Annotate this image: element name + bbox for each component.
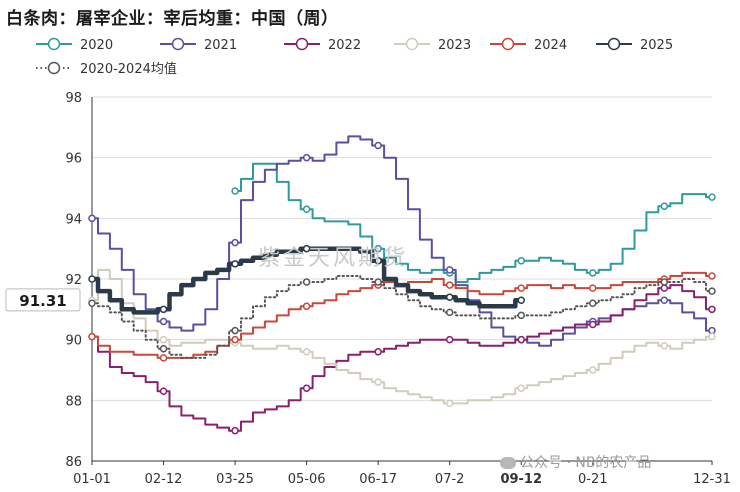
footer-watermark: 公众号 · NB的农产品 bbox=[500, 452, 651, 472]
x-tick-label: 09-12 bbox=[500, 472, 542, 487]
series-marker-2024 bbox=[589, 284, 597, 292]
series-marker-2022 bbox=[589, 320, 597, 329]
series-marker-2024 bbox=[88, 332, 96, 341]
series-marker-2023 bbox=[708, 332, 716, 341]
series-marker-2021 bbox=[231, 238, 239, 247]
series-marker-2020 bbox=[589, 269, 597, 277]
watermark-text: 紫金天风期货 bbox=[258, 246, 409, 271]
legend-marker-2020 bbox=[47, 37, 61, 51]
series-marker-2024 bbox=[445, 281, 454, 289]
legend-marker-2021 bbox=[171, 37, 185, 51]
y-tick-label: 90 bbox=[65, 334, 82, 349]
series-marker-2023 bbox=[517, 384, 525, 392]
x-tick-label: 03-25 bbox=[216, 472, 254, 487]
series-marker-2020-2024均值 bbox=[589, 299, 597, 308]
series-marker-2022 bbox=[445, 335, 454, 344]
y-tick-label: 92 bbox=[65, 273, 82, 288]
legend-marker-2022 bbox=[295, 37, 309, 51]
series-marker-2020-2024均值 bbox=[374, 278, 382, 286]
y-tick-label: 94 bbox=[65, 212, 82, 227]
series-marker-2022 bbox=[302, 384, 311, 392]
legend-label-2020: 2020 bbox=[80, 38, 113, 53]
x-tick-label: 02-12 bbox=[145, 472, 183, 487]
series-line-2020 bbox=[234, 162, 713, 283]
series-marker-2022 bbox=[374, 348, 382, 356]
series-marker-2020-2024均值 bbox=[159, 345, 168, 353]
series-marker-2021 bbox=[159, 317, 168, 326]
series-marker-2020-2024均值 bbox=[445, 308, 454, 317]
series-marker-2020 bbox=[517, 257, 525, 265]
series-line-2020-2024均值 bbox=[91, 275, 713, 359]
series-marker-2022 bbox=[159, 387, 168, 395]
series-marker-2020-2024均值 bbox=[660, 278, 669, 286]
series-marker-2020 bbox=[708, 193, 716, 201]
legend-label-2021: 2021 bbox=[204, 38, 237, 53]
series-marker-2020 bbox=[660, 202, 669, 210]
series-marker-2024 bbox=[302, 302, 311, 311]
series-line-2022 bbox=[91, 284, 713, 432]
series-marker-2025 bbox=[88, 275, 96, 283]
x-tick-label: 01-01 bbox=[73, 472, 111, 487]
legend-label-2023: 2023 bbox=[438, 38, 471, 53]
x-tick-label: 06-17 bbox=[359, 472, 397, 487]
series-marker-2020-2024均值 bbox=[231, 326, 239, 335]
series-marker-2023 bbox=[302, 348, 311, 356]
series-marker-2021 bbox=[374, 141, 382, 150]
series-marker-2022 bbox=[517, 335, 525, 344]
footer-watermark-text: 公众号 · NB的农产品 bbox=[520, 455, 652, 471]
legend-marker-2020-2024均值 bbox=[47, 61, 61, 75]
series-marker-2020 bbox=[231, 187, 239, 195]
series-marker-2021 bbox=[445, 266, 454, 274]
y-tick-label: 96 bbox=[65, 152, 82, 167]
legend-marker-2024 bbox=[501, 37, 515, 51]
series-marker-2024 bbox=[231, 335, 239, 344]
series-marker-2020-2024均值 bbox=[708, 287, 716, 295]
value-callout-box bbox=[5, 288, 81, 312]
series-marker-2021 bbox=[302, 153, 311, 162]
series-marker-2023 bbox=[159, 335, 168, 344]
series-marker-2025 bbox=[159, 305, 168, 314]
legend-label-2022: 2022 bbox=[328, 38, 361, 53]
y-tick-label: 88 bbox=[65, 394, 82, 409]
x-tick-label: 07-2 bbox=[435, 472, 465, 487]
x-tick-label: 05-06 bbox=[288, 472, 326, 487]
series-marker-2021 bbox=[88, 214, 96, 223]
series-marker-2025 bbox=[445, 293, 454, 301]
wechat-icon bbox=[500, 457, 516, 469]
value-callout-label: 91.31 bbox=[19, 292, 66, 310]
y-tick-label: 98 bbox=[65, 91, 82, 106]
series-marker-2024 bbox=[708, 272, 716, 280]
series-marker-2021 bbox=[660, 296, 669, 304]
legend-label-2020-2024均值: 2020-2024均值 bbox=[80, 61, 177, 77]
x-tick-label: 0-21 bbox=[578, 472, 608, 487]
series-marker-2024 bbox=[517, 284, 525, 292]
series-marker-2022 bbox=[231, 426, 239, 435]
series-marker-2020-2024均值 bbox=[517, 311, 525, 320]
y-tick-label: 86 bbox=[65, 455, 82, 470]
series-marker-2020 bbox=[374, 244, 382, 253]
series-marker-2020 bbox=[302, 205, 311, 213]
series-marker-2022 bbox=[708, 305, 716, 314]
series-marker-2024 bbox=[159, 354, 168, 362]
legend-marker-2023 bbox=[405, 37, 419, 51]
legend-label-2025: 2025 bbox=[640, 38, 673, 53]
series-marker-2020-2024均值 bbox=[88, 299, 96, 308]
series-marker-2023 bbox=[589, 366, 597, 374]
series-marker-2023 bbox=[660, 341, 669, 350]
series-marker-2025 bbox=[374, 257, 382, 265]
series-marker-2020-2024均值 bbox=[302, 278, 311, 286]
legend-marker-2025 bbox=[607, 37, 621, 51]
chart-title: 白条肉：屠宰企业：宰后均重：中国（周） bbox=[6, 9, 339, 29]
legend-label-2024: 2024 bbox=[534, 38, 567, 53]
series-marker-2023 bbox=[445, 399, 454, 408]
series-marker-2021 bbox=[708, 326, 716, 335]
x-tick-label: 12-31 bbox=[693, 472, 731, 487]
series-marker-2025 bbox=[517, 296, 525, 304]
series-marker-2025 bbox=[231, 260, 239, 268]
series-marker-2025 bbox=[302, 244, 311, 253]
series-marker-2022 bbox=[660, 284, 669, 292]
series-line-2023 bbox=[91, 268, 713, 405]
series-marker-2023 bbox=[374, 378, 382, 386]
